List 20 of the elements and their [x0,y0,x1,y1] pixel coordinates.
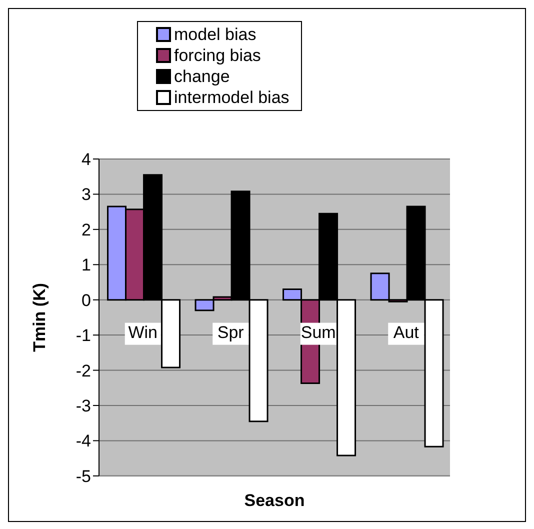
y-tick-label: 4 [82,150,91,170]
x-tick-label: Aut [393,322,420,342]
y-tick-label: -1 [76,326,91,346]
y-tick-label: -4 [76,432,91,451]
y-tick-label: 0 [82,290,91,310]
legend-label: forcing bias [174,45,261,66]
y-tick-label: 1 [82,256,91,275]
y-tick-label: 3 [82,185,91,204]
y-axis-title: Tmin (K) [30,282,50,352]
y-tick-label: -3 [76,396,91,416]
x-tick-label: Spr [217,322,244,342]
y-tick-label: 2 [82,220,91,240]
x-tick-label: Win [128,322,158,342]
y-tick-label: -2 [76,361,91,380]
legend-label: model bias [174,24,256,45]
y-tick-label: -5 [76,466,91,486]
x-tick-label: Sum [300,322,336,342]
legend-label: change [174,66,230,87]
legend-label: intermodel bias [174,87,290,108]
x-axis-title: Season [244,491,305,510]
